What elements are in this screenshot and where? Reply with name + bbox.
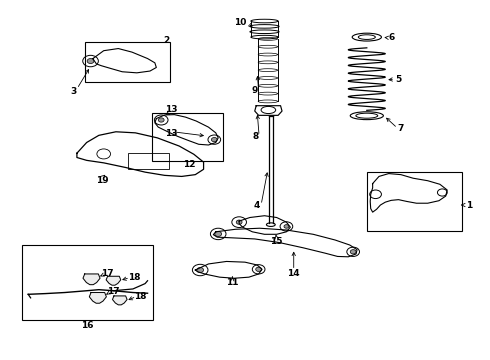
Circle shape [158, 118, 164, 122]
Text: 6: 6 [388, 33, 394, 42]
Polygon shape [83, 274, 100, 285]
Text: 1: 1 [466, 201, 472, 210]
Bar [152, 113, 223, 161]
Bar [85, 42, 171, 82]
Text: 2: 2 [163, 36, 169, 45]
Text: 18: 18 [128, 273, 140, 282]
Text: 15: 15 [270, 237, 283, 246]
Bar [128, 153, 170, 169]
Text: 7: 7 [398, 124, 404, 133]
Text: 16: 16 [81, 321, 94, 330]
Circle shape [350, 249, 356, 254]
Text: 8: 8 [252, 131, 259, 140]
Circle shape [284, 225, 289, 228]
Text: 19: 19 [96, 176, 109, 185]
Circle shape [197, 267, 203, 273]
Text: 13: 13 [165, 105, 177, 114]
Text: 4: 4 [254, 201, 260, 210]
Text: 13: 13 [165, 129, 177, 138]
Text: 14: 14 [288, 269, 300, 278]
Text: 5: 5 [395, 75, 402, 84]
Text: 12: 12 [183, 161, 195, 170]
Circle shape [211, 138, 217, 142]
Text: 3: 3 [71, 87, 76, 96]
Text: 17: 17 [107, 287, 120, 296]
Text: 18: 18 [134, 292, 147, 301]
Circle shape [256, 267, 262, 271]
Text: 11: 11 [226, 278, 239, 287]
Polygon shape [113, 296, 127, 305]
Text: 9: 9 [251, 86, 258, 95]
Text: 17: 17 [101, 269, 114, 278]
Polygon shape [106, 276, 121, 285]
Circle shape [87, 59, 94, 64]
Polygon shape [89, 293, 106, 303]
Circle shape [215, 231, 221, 237]
Circle shape [236, 220, 242, 224]
Bar [367, 172, 462, 231]
Text: 10: 10 [234, 18, 246, 27]
Bar [22, 245, 153, 320]
